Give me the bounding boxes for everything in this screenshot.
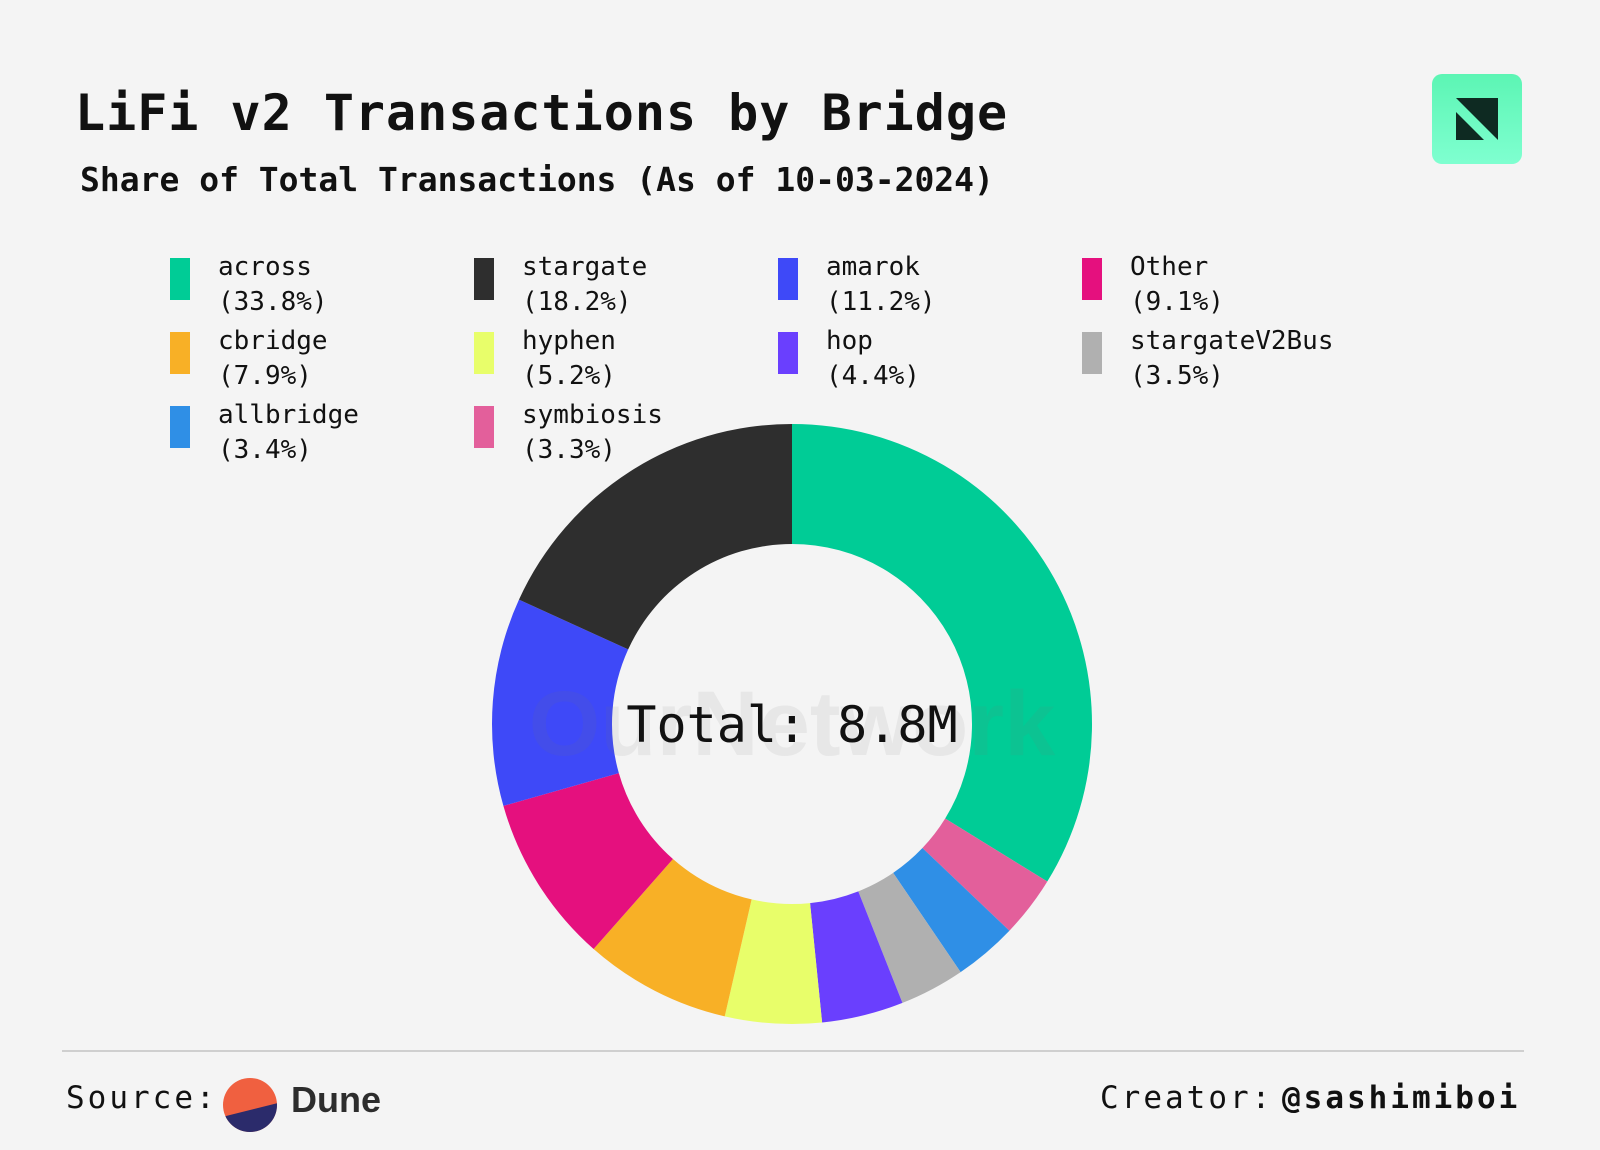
slice-allbridge xyxy=(893,848,1010,973)
ournetwork-logo-icon xyxy=(1432,74,1522,164)
slice-amarok xyxy=(492,599,629,806)
slice-across xyxy=(792,424,1092,882)
slice-cbridge xyxy=(593,859,752,1017)
slice-stargatev2bus xyxy=(858,872,961,1003)
dune-logo-icon xyxy=(223,1078,277,1132)
slice-stargate xyxy=(518,424,792,650)
center-total-label: Total: 8.8M xyxy=(626,696,957,754)
slice-other xyxy=(503,773,673,950)
footer-divider xyxy=(62,1050,1524,1052)
slice-hyphen xyxy=(724,899,823,1024)
slice-hop xyxy=(810,891,903,1023)
slice-symbiosis xyxy=(922,818,1048,931)
chart-title: LiFi v2 Transactions by Bridge xyxy=(75,84,1009,142)
chart-subtitle: Share of Total Transactions (As of 10-03… xyxy=(80,160,994,199)
watermark: OurNetwork xyxy=(529,673,1056,775)
creator-label: Creator: xyxy=(1100,1080,1274,1116)
source-name: Dune xyxy=(291,1079,381,1120)
creator-handle: @sashimiboi xyxy=(1282,1080,1521,1116)
source-label: Source: xyxy=(66,1080,218,1116)
